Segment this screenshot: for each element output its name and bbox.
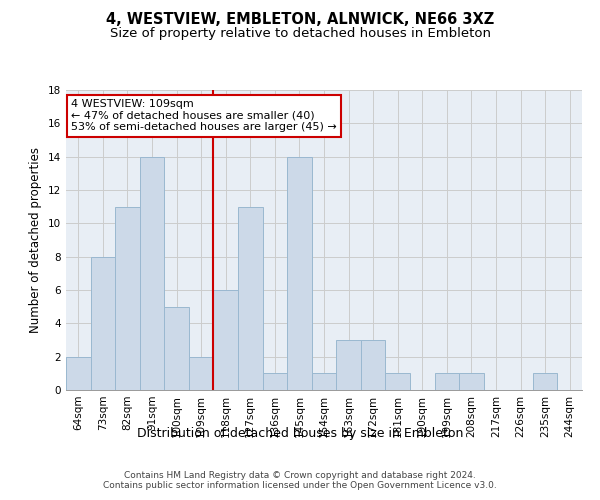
Bar [115, 206, 140, 390]
Bar [459, 374, 484, 390]
Bar [164, 306, 189, 390]
Text: Size of property relative to detached houses in Embleton: Size of property relative to detached ho… [110, 28, 491, 40]
Bar [91, 256, 115, 390]
Bar [385, 374, 410, 390]
Bar [189, 356, 214, 390]
Text: Distribution of detached houses by size in Embleton: Distribution of detached houses by size … [137, 428, 463, 440]
Bar [238, 206, 263, 390]
Bar [287, 156, 312, 390]
Bar [140, 156, 164, 390]
Bar [263, 374, 287, 390]
Bar [312, 374, 336, 390]
Bar [434, 374, 459, 390]
Bar [214, 290, 238, 390]
Y-axis label: Number of detached properties: Number of detached properties [29, 147, 43, 333]
Text: 4 WESTVIEW: 109sqm
← 47% of detached houses are smaller (40)
53% of semi-detache: 4 WESTVIEW: 109sqm ← 47% of detached hou… [71, 99, 337, 132]
Text: Contains HM Land Registry data © Crown copyright and database right 2024.
Contai: Contains HM Land Registry data © Crown c… [103, 470, 497, 490]
Text: 4, WESTVIEW, EMBLETON, ALNWICK, NE66 3XZ: 4, WESTVIEW, EMBLETON, ALNWICK, NE66 3XZ [106, 12, 494, 28]
Bar [533, 374, 557, 390]
Bar [361, 340, 385, 390]
Bar [336, 340, 361, 390]
Bar [66, 356, 91, 390]
